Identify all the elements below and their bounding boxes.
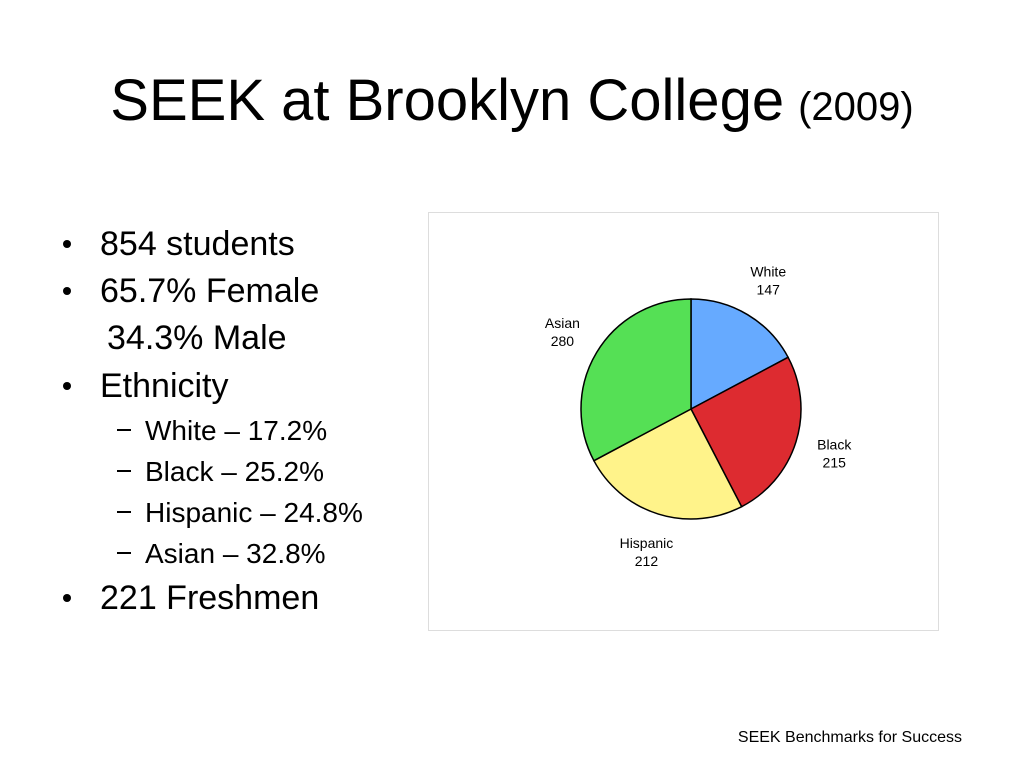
slice-value-label: 212 (635, 553, 659, 569)
slice-label: White (750, 263, 786, 279)
pie-slice (689, 356, 802, 508)
bullet-list: 854 students 65.7% Female 34.3% Male Ethnic… (63, 225, 363, 617)
bullet-dot (63, 240, 71, 248)
slice-label: Asian (545, 315, 580, 331)
sub-bullet-text: Hispanic – 24.8% (145, 497, 363, 528)
sub-bullet-text: Black – 25.2% (145, 456, 324, 487)
pie-slice (592, 407, 743, 520)
pie-slice (580, 298, 692, 462)
bullet-text: 221 Freshmen (100, 579, 319, 617)
title-main: SEEK at Brooklyn College (110, 68, 784, 133)
bullet-dot (63, 382, 71, 390)
bullet-text: Ethnicity (100, 367, 229, 405)
slice-label: Hispanic (620, 535, 674, 551)
sub-bullet-text: White – 17.2% (145, 415, 327, 446)
chart-frame (428, 212, 939, 631)
pie-slice (690, 298, 790, 411)
slide-title: SEEK at Brooklyn College (2009) (110, 68, 913, 133)
footer: SEEK Benchmarks for Success (738, 729, 962, 746)
bullet-dot (63, 594, 71, 602)
slice-value-label: 215 (823, 455, 847, 471)
bullet-text: 65.7% Female (100, 272, 319, 310)
bullet-text: 854 students (100, 225, 295, 263)
title-year: (2009) (798, 85, 914, 129)
slice-label: Black (817, 437, 852, 453)
pie-chart: White 147 Black 215 Hispanic 212 Asian 280 (545, 263, 852, 569)
bullet-dot (63, 287, 71, 295)
slice-value-label: 147 (757, 281, 781, 297)
bullet-continuation: 34.3% Male (107, 319, 287, 357)
slice-value-label: 280 (551, 333, 575, 349)
sub-bullet-text: Asian – 32.8% (145, 538, 326, 569)
